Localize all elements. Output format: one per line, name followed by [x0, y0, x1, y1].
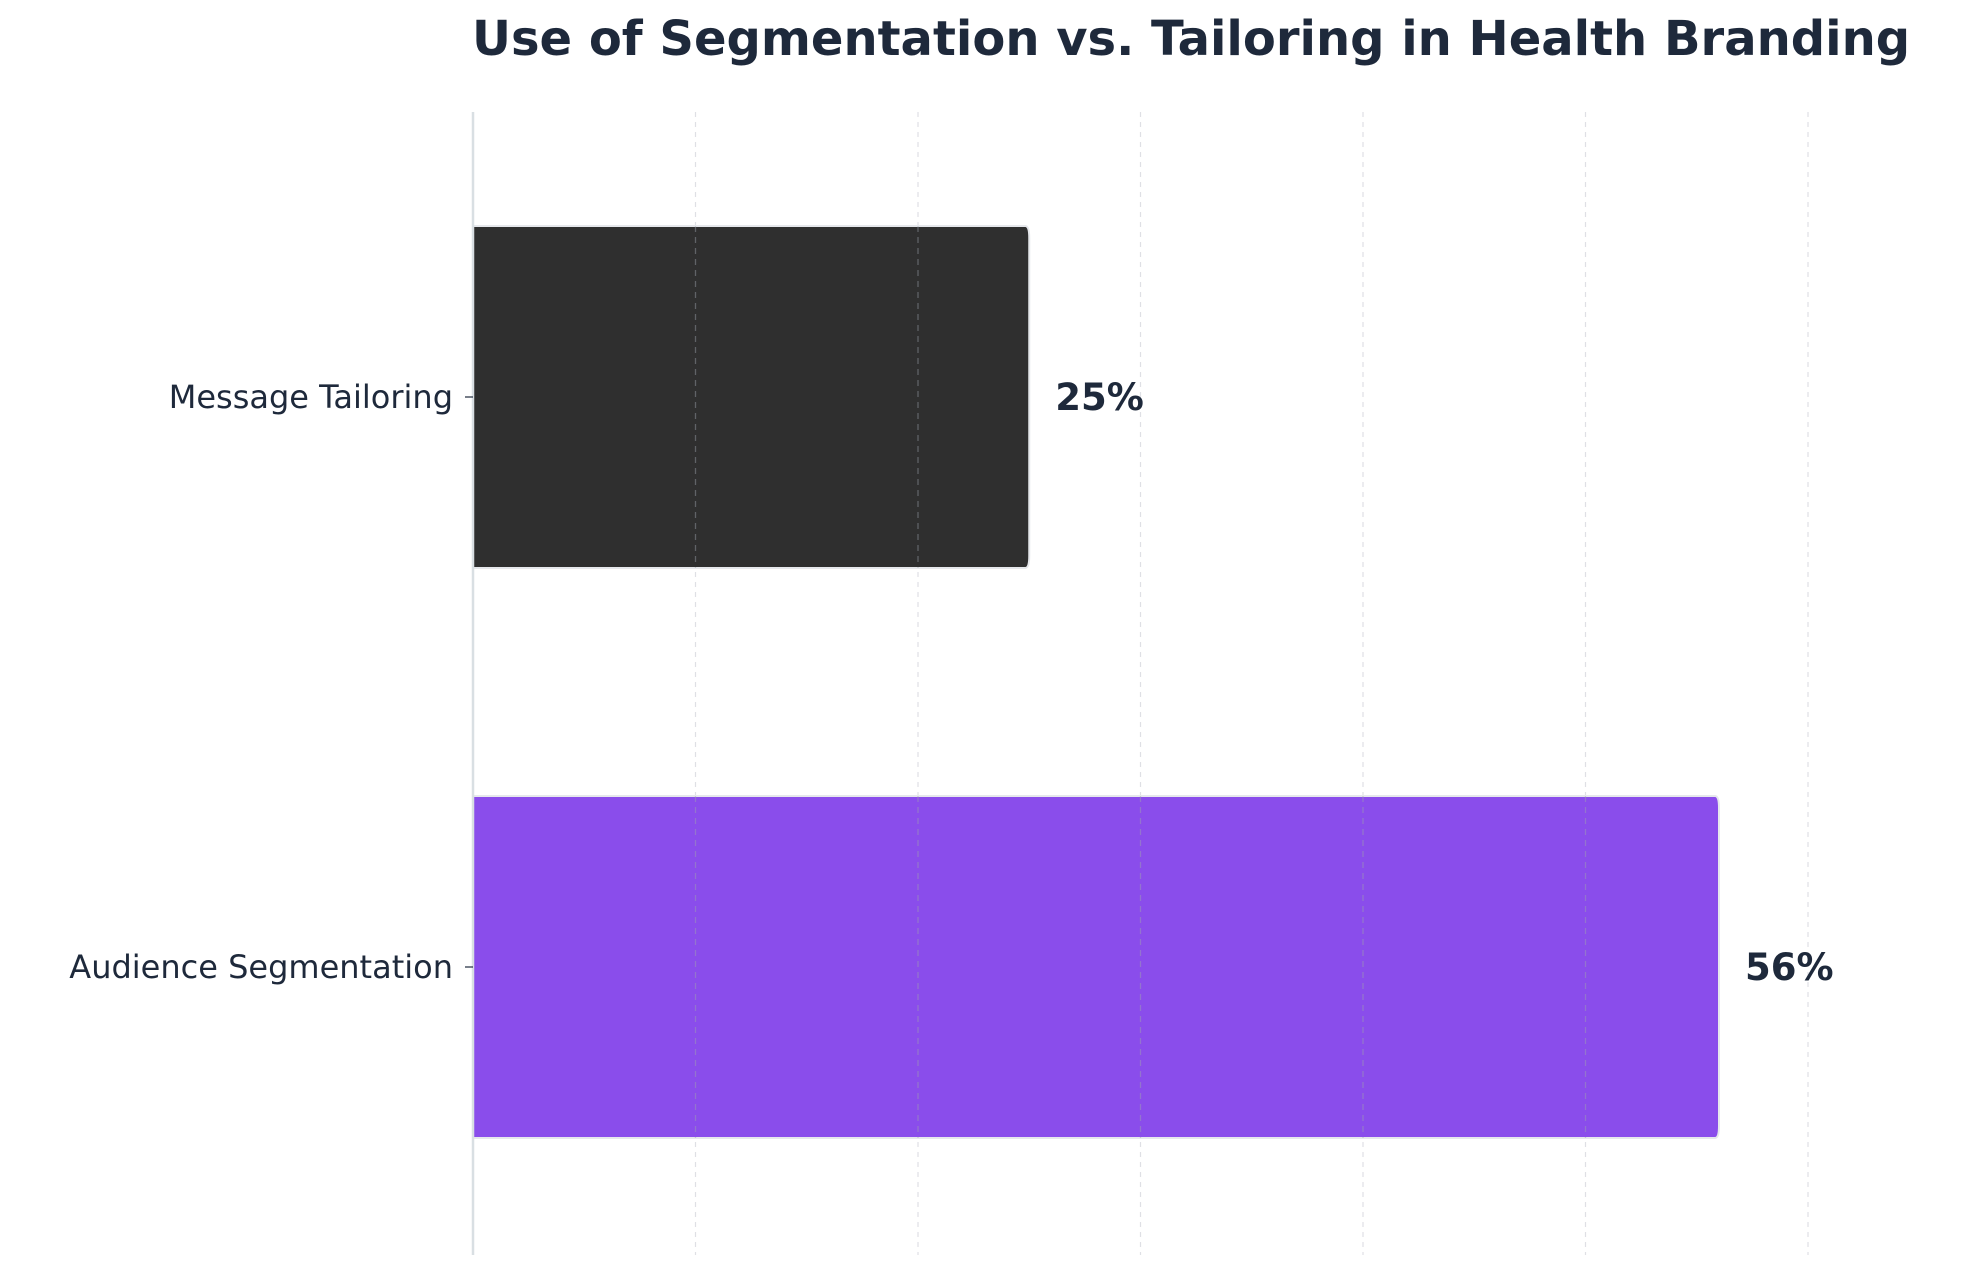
- value-labels: 25% 56%: [1055, 376, 1833, 989]
- grid-overlay: [694, 226, 1587, 1138]
- category-labels: Message Tailoring Audience Segmentation: [69, 378, 473, 986]
- value-label: 25%: [1055, 376, 1144, 419]
- category-label: Audience Segmentation: [69, 948, 453, 986]
- category-label: Message Tailoring: [169, 378, 453, 416]
- bar-message-tailoring: [472, 225, 1031, 569]
- bar-audience-segmentation: [472, 795, 1720, 1139]
- chart-title: Use of Segmentation vs. Tailoring in Hea…: [472, 11, 1910, 67]
- bars: [472, 225, 1720, 1139]
- value-label: 56%: [1745, 946, 1834, 989]
